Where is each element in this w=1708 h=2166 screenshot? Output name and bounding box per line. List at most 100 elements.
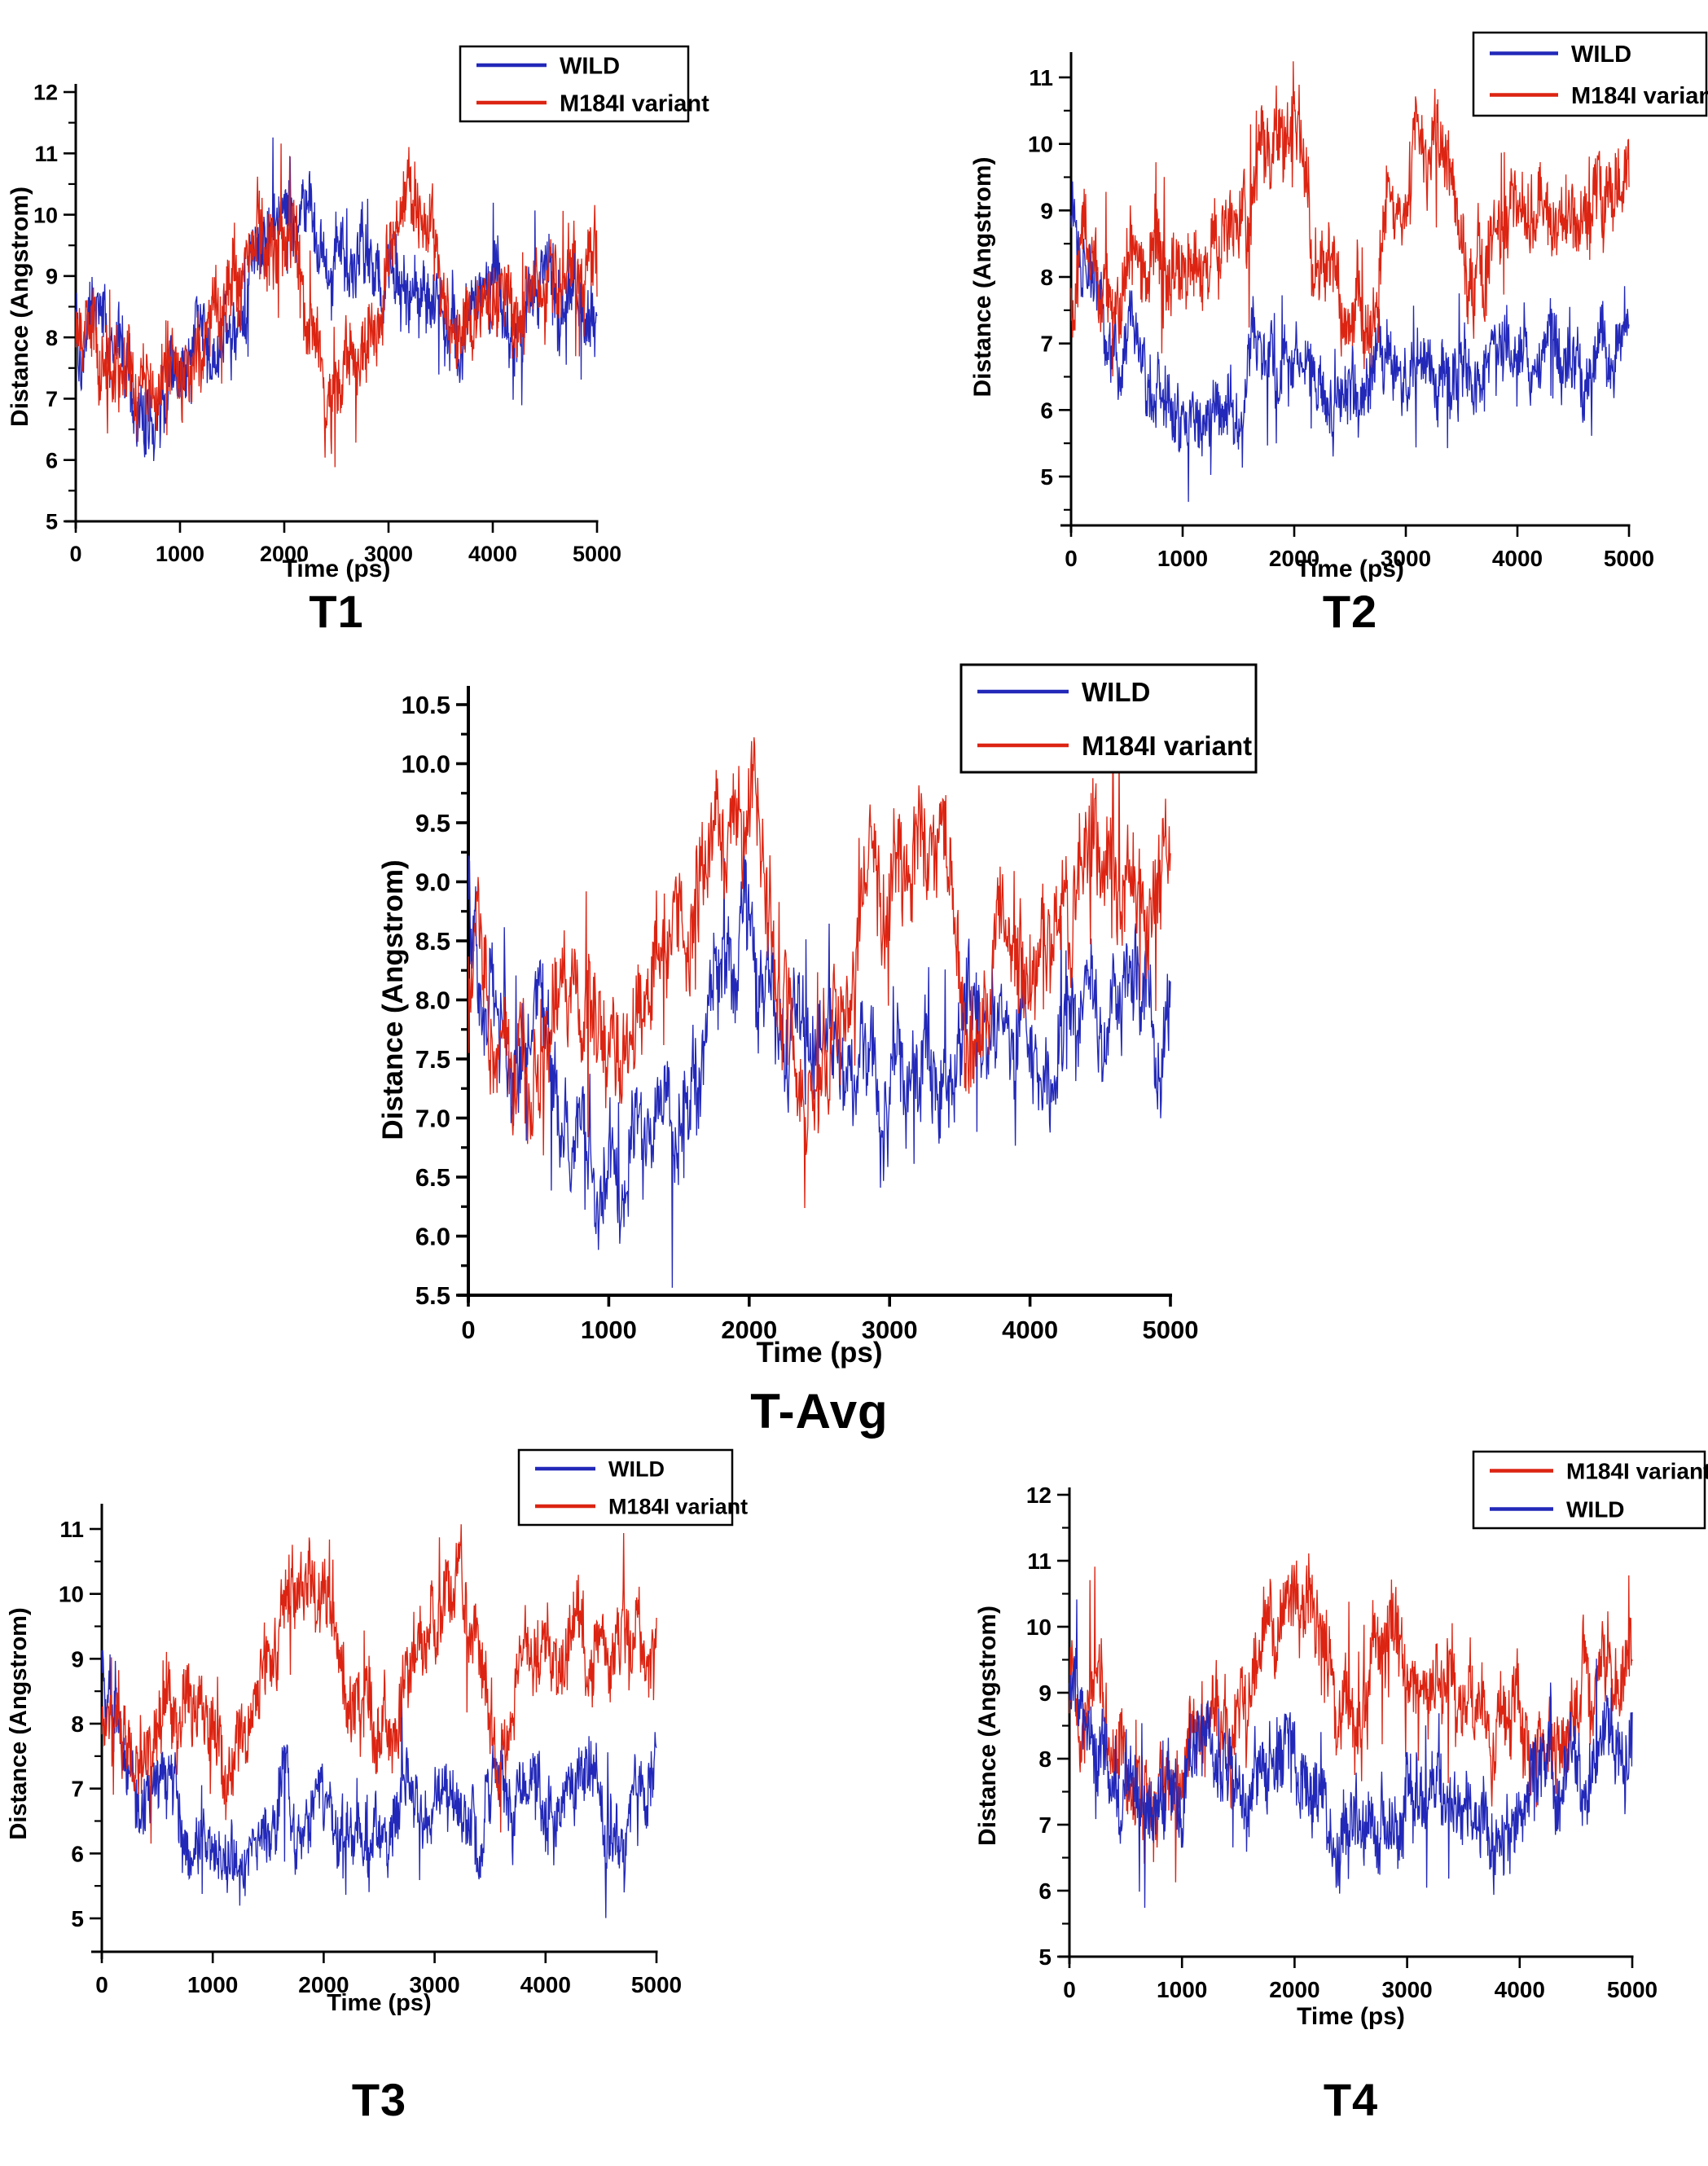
svg-text:Distance (Angstrom): Distance (Angstrom) [974, 1606, 1001, 1846]
svg-text:11: 11 [34, 142, 58, 166]
svg-text:WILD: WILD [1571, 42, 1631, 68]
svg-text:5: 5 [46, 510, 58, 534]
svg-text:Time (ps): Time (ps) [283, 556, 391, 582]
plot-canvas-T1: 5 6 7 8 9 10 11 12 0 1000 2000 3000 4000 5000 Time (ps… [7, 45, 709, 582]
svg-text:Distance (Angstrom): Distance (Angstrom) [377, 859, 409, 1140]
svg-text:9: 9 [71, 1646, 84, 1672]
svg-text:10: 10 [1028, 132, 1053, 157]
chart-T3: 5 6 7 8 9 10 11 0 1000 2000 3000 4000 5000 Time (ps) D… [0, 1426, 748, 2159]
plot-canvas-T2: 5 6 7 8 9 10 11 0 1000 2000 3000 4000 5000 Time (ps) D… [969, 31, 1708, 582]
legend-T2: WILD M184I variant [1472, 31, 1708, 117]
svg-text:1000: 1000 [1157, 546, 1208, 571]
svg-text:3000: 3000 [364, 542, 413, 566]
svg-text:12: 12 [1026, 1483, 1052, 1508]
svg-text:Time (ps): Time (ps) [757, 1337, 883, 1369]
chart-title-T4: T4 [1323, 2074, 1379, 2125]
svg-text:1000: 1000 [581, 1316, 637, 1344]
chart-title-T-Avg: T-Avg [750, 1384, 889, 1439]
chart-T-Avg: 5.5 6.0 6.5 7.0 7.5 8.0 8.5 9.0 9.5 10.0 10.5 0 1000… [367, 644, 1311, 1458]
svg-text:2000: 2000 [298, 1972, 349, 1997]
svg-text:10: 10 [33, 203, 58, 227]
svg-text:11: 11 [1027, 1549, 1052, 1574]
svg-text:4000: 4000 [1492, 546, 1543, 571]
svg-text:0: 0 [461, 1316, 475, 1344]
svg-text:4000: 4000 [1002, 1316, 1058, 1344]
legend-T3: WILD M184I variant [517, 1448, 748, 1527]
svg-text:10: 10 [59, 1582, 84, 1607]
svg-text:6: 6 [1038, 1878, 1052, 1904]
svg-text:5: 5 [1038, 1944, 1052, 1970]
svg-text:WILD: WILD [1566, 1497, 1625, 1522]
chart-T1: 5 6 7 8 9 10 11 12 0 1000 2000 3000 4000 5000 Time (ps… [0, 0, 733, 660]
svg-text:WILD: WILD [560, 53, 620, 79]
svg-text:9: 9 [1038, 1681, 1052, 1706]
svg-text:M184I variant: M184I variant [560, 90, 709, 116]
svg-text:8.5: 8.5 [415, 927, 450, 956]
svg-text:7: 7 [1040, 332, 1053, 357]
svg-text:0: 0 [1063, 1977, 1076, 2002]
svg-text:1000: 1000 [156, 542, 204, 566]
svg-text:M184I variant: M184I variant [1566, 1459, 1708, 1484]
svg-text:6: 6 [46, 448, 58, 472]
svg-text:10.5: 10.5 [402, 691, 450, 719]
svg-text:Distance (Angstrom): Distance (Angstrom) [6, 1607, 32, 1839]
svg-text:WILD: WILD [608, 1457, 665, 1482]
svg-text:3000: 3000 [862, 1316, 918, 1344]
svg-text:4000: 4000 [1495, 1977, 1545, 2002]
svg-text:7.0: 7.0 [415, 1105, 450, 1133]
svg-text:5: 5 [71, 1906, 84, 1931]
svg-text:7.5: 7.5 [415, 1045, 450, 1074]
svg-text:Time (ps): Time (ps) [1296, 556, 1404, 582]
svg-text:8.0: 8.0 [415, 986, 450, 1015]
svg-text:3000: 3000 [409, 1972, 459, 1997]
legend-T-Avg: WILD M184I variant [959, 663, 1258, 774]
plot-canvas-T4: 5 6 7 8 9 10 11 12 0 1000 2000 3000 4000 5000 Time (ps… [974, 1450, 1708, 2030]
svg-text:M184I variant: M184I variant [608, 1495, 748, 1519]
svg-text:5000: 5000 [1607, 1977, 1658, 2002]
plot-canvas-T3: 5 6 7 8 9 10 11 0 1000 2000 3000 4000 5000 Time (ps) D… [6, 1448, 748, 2016]
svg-text:10: 10 [1026, 1615, 1052, 1640]
svg-text:10.0: 10.0 [402, 750, 450, 779]
svg-text:M184I variant: M184I variant [1571, 83, 1708, 109]
svg-text:9.0: 9.0 [415, 868, 450, 897]
svg-text:5: 5 [1040, 464, 1053, 490]
svg-text:8: 8 [71, 1711, 84, 1737]
svg-text:2000: 2000 [721, 1316, 777, 1344]
chart-T4: 5 6 7 8 9 10 11 12 0 1000 2000 3000 4000 5000 Time (ps… [961, 1426, 1708, 2159]
chart-T2: 5 6 7 8 9 10 11 0 1000 2000 3000 4000 5000 Time (ps) D… [961, 0, 1708, 660]
svg-text:8: 8 [46, 326, 58, 350]
svg-text:1000: 1000 [1157, 1977, 1207, 2002]
chart-title-T2: T2 [1322, 586, 1378, 637]
svg-text:3000: 3000 [1381, 1977, 1432, 2002]
svg-text:5000: 5000 [631, 1972, 682, 1997]
svg-text:5000: 5000 [1604, 546, 1654, 571]
chart-title-T3: T3 [351, 2074, 407, 2125]
svg-text:6: 6 [1040, 398, 1053, 423]
svg-text:5000: 5000 [1143, 1316, 1199, 1344]
svg-text:8: 8 [1038, 1746, 1052, 1772]
plot-canvas-T-Avg: 5.5 6.0 6.5 7.0 7.5 8.0 8.5 9.0 9.5 10.0 10.5 0 1000… [377, 663, 1258, 1369]
svg-text:4000: 4000 [468, 542, 517, 566]
svg-text:2000: 2000 [260, 542, 309, 566]
svg-text:Time (ps): Time (ps) [327, 1990, 431, 2016]
legend-T1: WILD M184I variant [459, 45, 709, 123]
svg-text:9: 9 [46, 265, 58, 289]
svg-text:9.5: 9.5 [415, 809, 450, 837]
svg-text:Time (ps): Time (ps) [1297, 2003, 1405, 2030]
svg-text:8: 8 [1040, 265, 1053, 290]
svg-text:7: 7 [71, 1777, 84, 1802]
svg-text:6: 6 [71, 1841, 84, 1866]
svg-text:0: 0 [95, 1972, 108, 1997]
svg-text:7: 7 [1038, 1812, 1052, 1838]
svg-text:6.5: 6.5 [415, 1163, 450, 1192]
svg-text:11: 11 [59, 1517, 84, 1542]
svg-text:0: 0 [1065, 546, 1078, 571]
svg-text:6.0: 6.0 [415, 1223, 450, 1251]
legend-T4: M184I variant WILD [1472, 1450, 1708, 1530]
svg-text:1000: 1000 [187, 1972, 238, 1997]
svg-text:2000: 2000 [1269, 546, 1319, 571]
chart-title-T1: T1 [309, 586, 364, 637]
svg-text:3000: 3000 [1381, 546, 1431, 571]
svg-text:Distance (Angstrom): Distance (Angstrom) [7, 187, 33, 427]
